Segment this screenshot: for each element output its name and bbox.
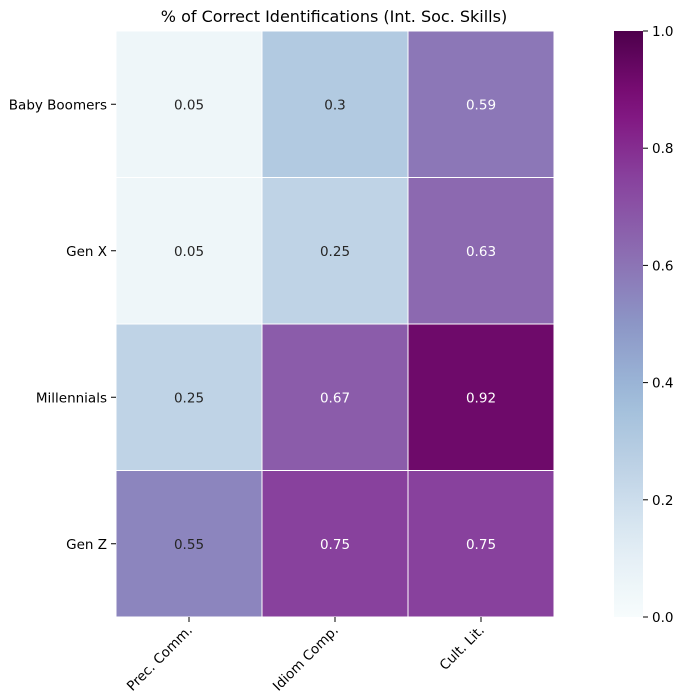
heatmap-cell-1-1 bbox=[261, 177, 409, 325]
x-tick-label-1: Idiom Comp. bbox=[270, 623, 342, 695]
column-labels: Prec. Comm. Idiom Comp. Cult. Lit. bbox=[124, 617, 488, 694]
cell-value-label-2-1: 0.67 bbox=[320, 390, 350, 406]
cell-value-label-3-2: 0.75 bbox=[466, 537, 496, 553]
chart-title: % of Correct Identifications (Int. Soc. … bbox=[161, 7, 507, 26]
heatmap-cell-1-0 bbox=[115, 177, 263, 325]
heatmap-cell-2-1 bbox=[261, 323, 409, 471]
heatmap-cell-1-2 bbox=[407, 177, 555, 325]
colorbar-tick-label-1: 0.2 bbox=[652, 493, 673, 509]
cell-value-label-0-1: 0.3 bbox=[324, 97, 345, 113]
cell-value-label-1-2: 0.63 bbox=[466, 244, 496, 260]
row-labels: Baby Boomers Gen X Millennials Gen Z bbox=[9, 97, 116, 553]
heatmap-cell-2-0 bbox=[115, 323, 263, 471]
heatmap-cell-3-2 bbox=[407, 470, 555, 618]
colorbar-tick-label-5: 1.0 bbox=[652, 24, 673, 40]
y-tick-label-0: Baby Boomers bbox=[9, 97, 107, 113]
cell-value-label-3-0: 0.55 bbox=[174, 537, 204, 553]
y-tick-label-3: Gen Z bbox=[66, 537, 107, 553]
cell-value-label-2-2: 0.92 bbox=[466, 390, 496, 406]
cell-value-label-3-1: 0.75 bbox=[320, 537, 350, 553]
heatmap-cells: 0.05 0.3 0.59 0.05 0.25 0.63 0.25 0.67 0.92 0.55 0… bbox=[115, 30, 555, 618]
cell-value-label-1-1: 0.25 bbox=[320, 244, 350, 260]
x-tick-label-0: Prec. Comm. bbox=[124, 623, 196, 695]
colorbar: 0.0 0.2 0.4 0.6 0.8 1.0 bbox=[614, 24, 673, 626]
x-tick-label-2: Cult. Lit. bbox=[437, 623, 488, 674]
colorbar-tick-label-4: 0.8 bbox=[652, 141, 673, 157]
cell-value-label-1-0: 0.05 bbox=[174, 244, 204, 260]
cell-value-label-0-2: 0.59 bbox=[466, 97, 496, 113]
colorbar-gradient bbox=[614, 31, 643, 617]
colorbar-tick-label-2: 0.4 bbox=[652, 376, 673, 392]
y-tick-label-2: Millennials bbox=[36, 390, 107, 406]
colorbar-tick-label-3: 0.6 bbox=[652, 258, 673, 274]
colorbar-tick-label-0: 0.0 bbox=[652, 610, 673, 626]
heatmap-cell-0-1 bbox=[261, 30, 409, 178]
heatmap-cell-0-2 bbox=[407, 30, 555, 178]
heatmap-cell-3-0 bbox=[115, 470, 263, 618]
y-tick-label-1: Gen X bbox=[66, 244, 107, 260]
heatmap-cell-0-0 bbox=[115, 30, 263, 178]
cell-value-label-2-0: 0.25 bbox=[174, 390, 204, 406]
cell-value-label-0-0: 0.05 bbox=[174, 97, 204, 113]
